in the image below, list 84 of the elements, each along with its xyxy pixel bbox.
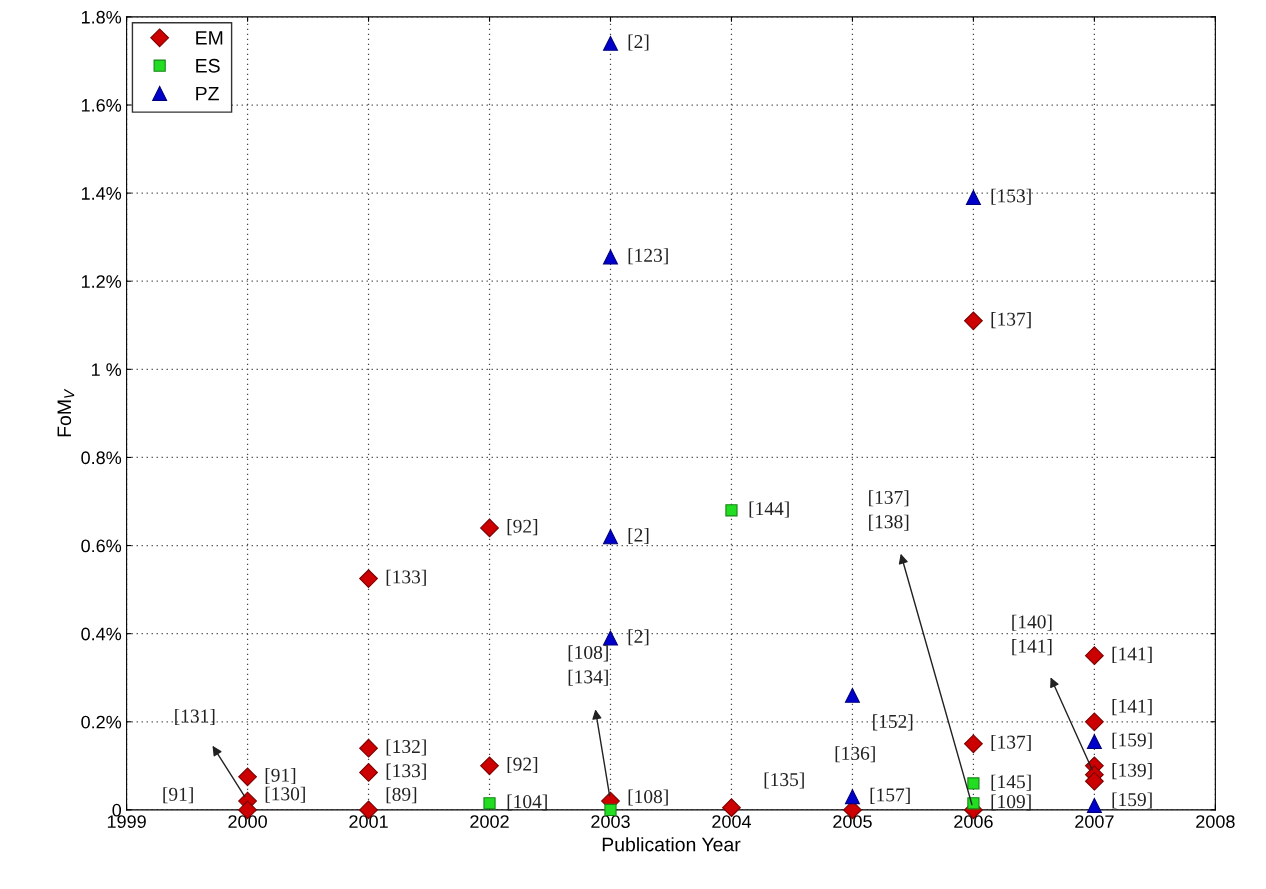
point	[967, 797, 980, 810]
annotation: [139]	[1112, 763, 1152, 780]
annotation: [2]	[628, 34, 649, 51]
x-tick-label: 2006	[954, 815, 993, 828]
y-tick-label: 0.2%	[81, 715, 122, 729]
point	[844, 789, 860, 805]
annotation: [133]	[386, 569, 426, 586]
annotation: [159]	[1112, 732, 1152, 749]
x-tick-label: 2005	[833, 815, 872, 828]
annotation: [153]	[991, 188, 1031, 205]
point	[602, 630, 618, 646]
point	[359, 738, 378, 758]
point	[964, 311, 983, 331]
y-tick-label: 1.2%	[81, 275, 122, 288]
annotation: [157]	[870, 787, 910, 804]
y-tick-label: 0.4%	[81, 627, 122, 641]
annotation: [91]	[265, 768, 296, 785]
y-tick-label: 1 %	[92, 363, 122, 376]
legend-label: EM	[196, 31, 223, 45]
point	[480, 518, 499, 538]
y-tick-label: 1.6%	[81, 98, 122, 112]
annotation: [137]	[991, 734, 1031, 752]
point	[844, 687, 860, 703]
annotation: [141]	[1112, 646, 1152, 663]
annotation: [92]	[507, 519, 538, 536]
x-tick-label: 2007	[1075, 815, 1114, 828]
annotation: [131]	[175, 708, 215, 726]
annotation: [2]	[628, 527, 649, 545]
annotation: [159]	[1112, 792, 1152, 809]
annotation: [132]	[386, 739, 426, 756]
annotation: [2]	[628, 629, 649, 646]
point	[1086, 797, 1102, 813]
point	[1084, 771, 1104, 791]
y-tick-label: 1.8%	[81, 10, 122, 24]
x-tick-label: 2003	[591, 815, 630, 828]
point	[725, 504, 738, 517]
annotation: [92]	[507, 757, 538, 774]
annotation: [141]	[1112, 699, 1152, 716]
x-tick-label: 2002	[470, 815, 509, 828]
point	[965, 190, 981, 206]
annotation: [137] [138]	[869, 490, 909, 531]
x-tick-label: 2008	[1196, 815, 1235, 828]
legend-label: ES	[196, 58, 220, 73]
y-tick-label: 0.6%	[81, 539, 122, 553]
y-tick-label: 0.8%	[81, 451, 122, 465]
point	[964, 734, 983, 754]
annotation: [109]	[991, 794, 1031, 811]
annotation: [135]	[764, 772, 804, 789]
point	[359, 763, 378, 782]
y-axis-title: FoM$_{V}$	[57, 388, 75, 437]
y-tick-label: 0	[112, 803, 122, 817]
point	[602, 249, 618, 265]
annotation: [152]	[873, 714, 913, 731]
point	[602, 529, 618, 545]
point	[604, 803, 617, 816]
annotation: [140] [141]	[1012, 614, 1052, 656]
annotation: [108]	[628, 789, 668, 806]
annotation: [91]	[163, 787, 193, 804]
x-tick-label: 2004	[712, 815, 752, 828]
annotation: [108] [134]	[568, 645, 608, 686]
annotation: [89]	[386, 787, 417, 804]
y-tick-label: 1.4%	[81, 187, 122, 200]
x-tick-label: 1999	[107, 815, 146, 828]
point	[1086, 734, 1102, 750]
point	[483, 797, 496, 810]
x-axis-title: Publication Year	[602, 837, 741, 852]
point	[238, 767, 257, 787]
point	[602, 35, 618, 51]
point	[359, 569, 378, 588]
point	[480, 756, 499, 776]
annotation: [104]	[507, 794, 547, 811]
legend-label: PZ	[196, 86, 219, 101]
annotation: [123]	[628, 248, 668, 265]
annotation: [130]	[265, 786, 305, 803]
point	[967, 777, 980, 790]
annotation: [136]	[835, 746, 875, 763]
point	[1084, 712, 1104, 732]
x-tick-label: 2001	[349, 815, 388, 828]
annotation: [133]	[386, 763, 426, 780]
annotation: [144]	[749, 501, 789, 518]
annotation: [137]	[991, 312, 1031, 329]
point	[1084, 646, 1104, 666]
annotation: [145]	[991, 774, 1031, 791]
x-tick-label: 2000	[228, 815, 267, 828]
